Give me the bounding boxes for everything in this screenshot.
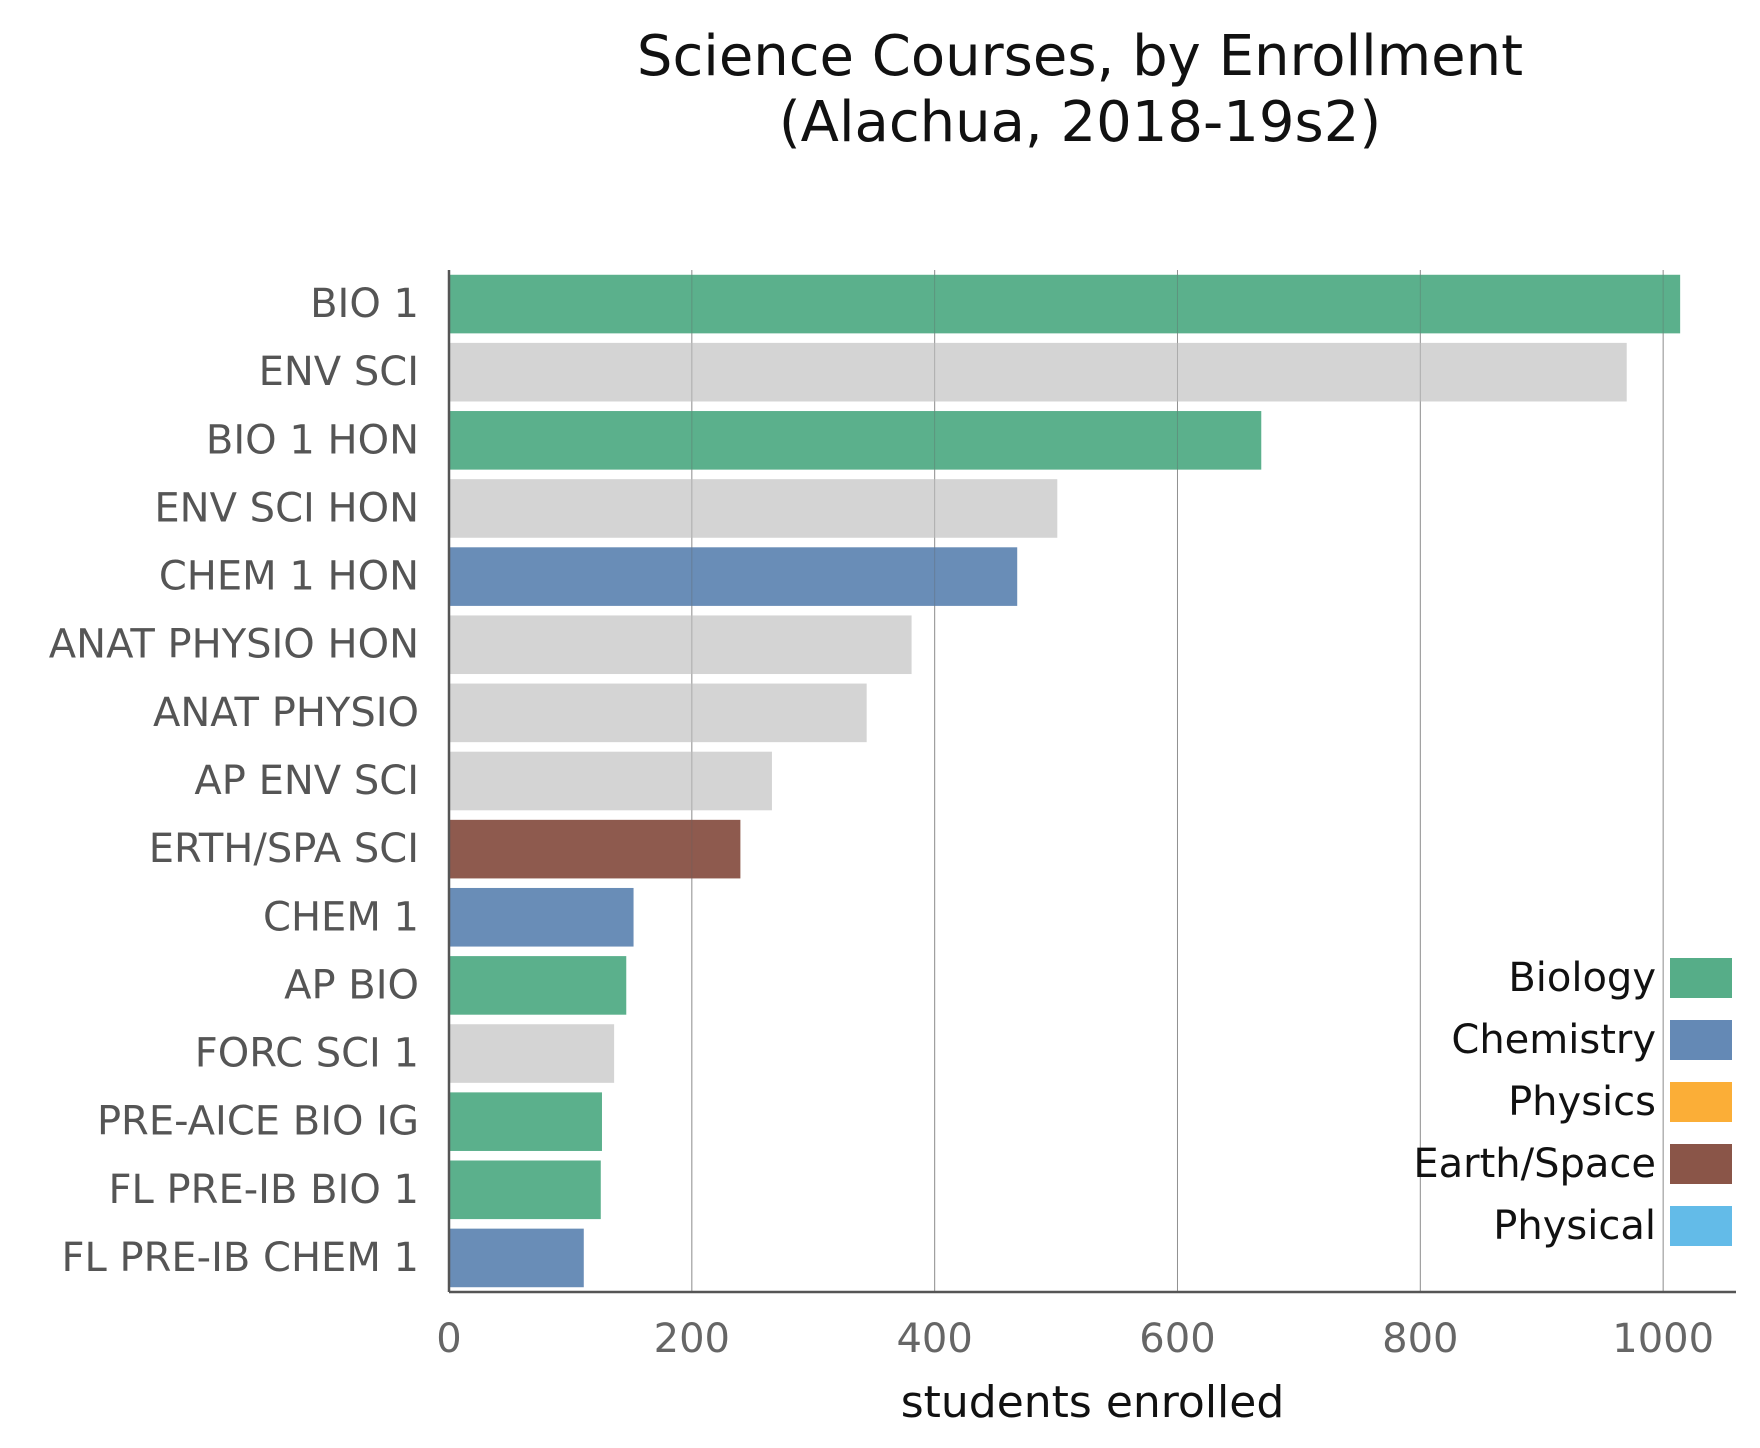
bar-anat-physio-hon <box>449 615 912 675</box>
legend-swatch-chemistry <box>1670 1020 1732 1060</box>
y-tick-label: AP ENV SCI <box>194 758 419 804</box>
y-tick-label: ENV SCI HON <box>154 485 419 531</box>
bar-pre-aice-bio-ig <box>449 1092 602 1151</box>
legend-swatch-biology <box>1670 958 1732 998</box>
bar-ap-env-sci <box>449 751 772 811</box>
y-tick-label: BIO 1 <box>310 281 419 327</box>
bar-env-sci <box>449 342 1627 402</box>
bar-chem-1-hon <box>449 547 1018 606</box>
bar-fl-pre-ib-bio-1 <box>449 1160 601 1220</box>
x-axis-label: students enrolled <box>901 1377 1285 1428</box>
x-tick-label: 0 <box>436 1316 461 1362</box>
legend-label-physical: Physical <box>1493 1203 1656 1249</box>
y-tick-label: FL PRE-IB CHEM 1 <box>61 1235 419 1281</box>
y-tick-label: FL PRE-IB BIO 1 <box>109 1167 419 1213</box>
bar-env-sci-hon <box>449 479 1058 538</box>
y-tick-label: PRE-AICE BIO IG <box>97 1099 419 1145</box>
bar-bio-1 <box>449 274 1681 334</box>
bar-bio-1-hon <box>449 411 1262 470</box>
bar-forc-sci-1 <box>449 1024 615 1083</box>
x-tick-label: 400 <box>896 1316 972 1362</box>
x-tick-label: 600 <box>1139 1316 1215 1362</box>
y-tick-label: ERTH/SPA SCI <box>149 826 419 872</box>
legend-label-biology: Biology <box>1508 955 1656 1001</box>
y-tick-label: FORC SCI 1 <box>195 1031 419 1077</box>
bar-ap-bio <box>449 956 627 1015</box>
bar-chem-1 <box>449 887 634 947</box>
y-tick-label: ANAT PHYSIO HON <box>49 622 419 668</box>
chart-title: Science Courses, by Enrollment (Alachua,… <box>450 24 1710 156</box>
y-tick-label: AP BIO <box>284 962 419 1008</box>
y-tick-label: CHEM 1 HON <box>159 554 419 600</box>
legend-swatch-physical <box>1670 1206 1732 1246</box>
y-tick-label: ENV SCI <box>259 349 419 395</box>
legend-label-physics: Physics <box>1508 1079 1656 1125</box>
x-tick-label: 1000 <box>1612 1316 1714 1362</box>
y-tick-label: ANAT PHYSIO <box>153 690 419 736</box>
legend-swatch-physics <box>1670 1082 1732 1122</box>
chart-title-line-1: Science Courses, by Enrollment <box>636 24 1524 89</box>
y-tick-label: CHEM 1 <box>263 894 419 940</box>
y-tick-label: BIO 1 HON <box>206 417 419 463</box>
x-tick-label: 800 <box>1382 1316 1458 1362</box>
bar-anat-physio <box>449 683 867 743</box>
chart-title-line-2: (Alachua, 2018-19s2) <box>778 90 1382 155</box>
legend-swatch-earth-space <box>1670 1144 1732 1184</box>
bar-erth-spa-sci <box>449 819 741 879</box>
legend-label-earth-space: Earth/Space <box>1413 1141 1656 1187</box>
x-tick-label: 200 <box>654 1316 730 1362</box>
bar-fl-pre-ib-chem-1 <box>449 1228 584 1288</box>
legend-label-chemistry: Chemistry <box>1451 1017 1656 1063</box>
